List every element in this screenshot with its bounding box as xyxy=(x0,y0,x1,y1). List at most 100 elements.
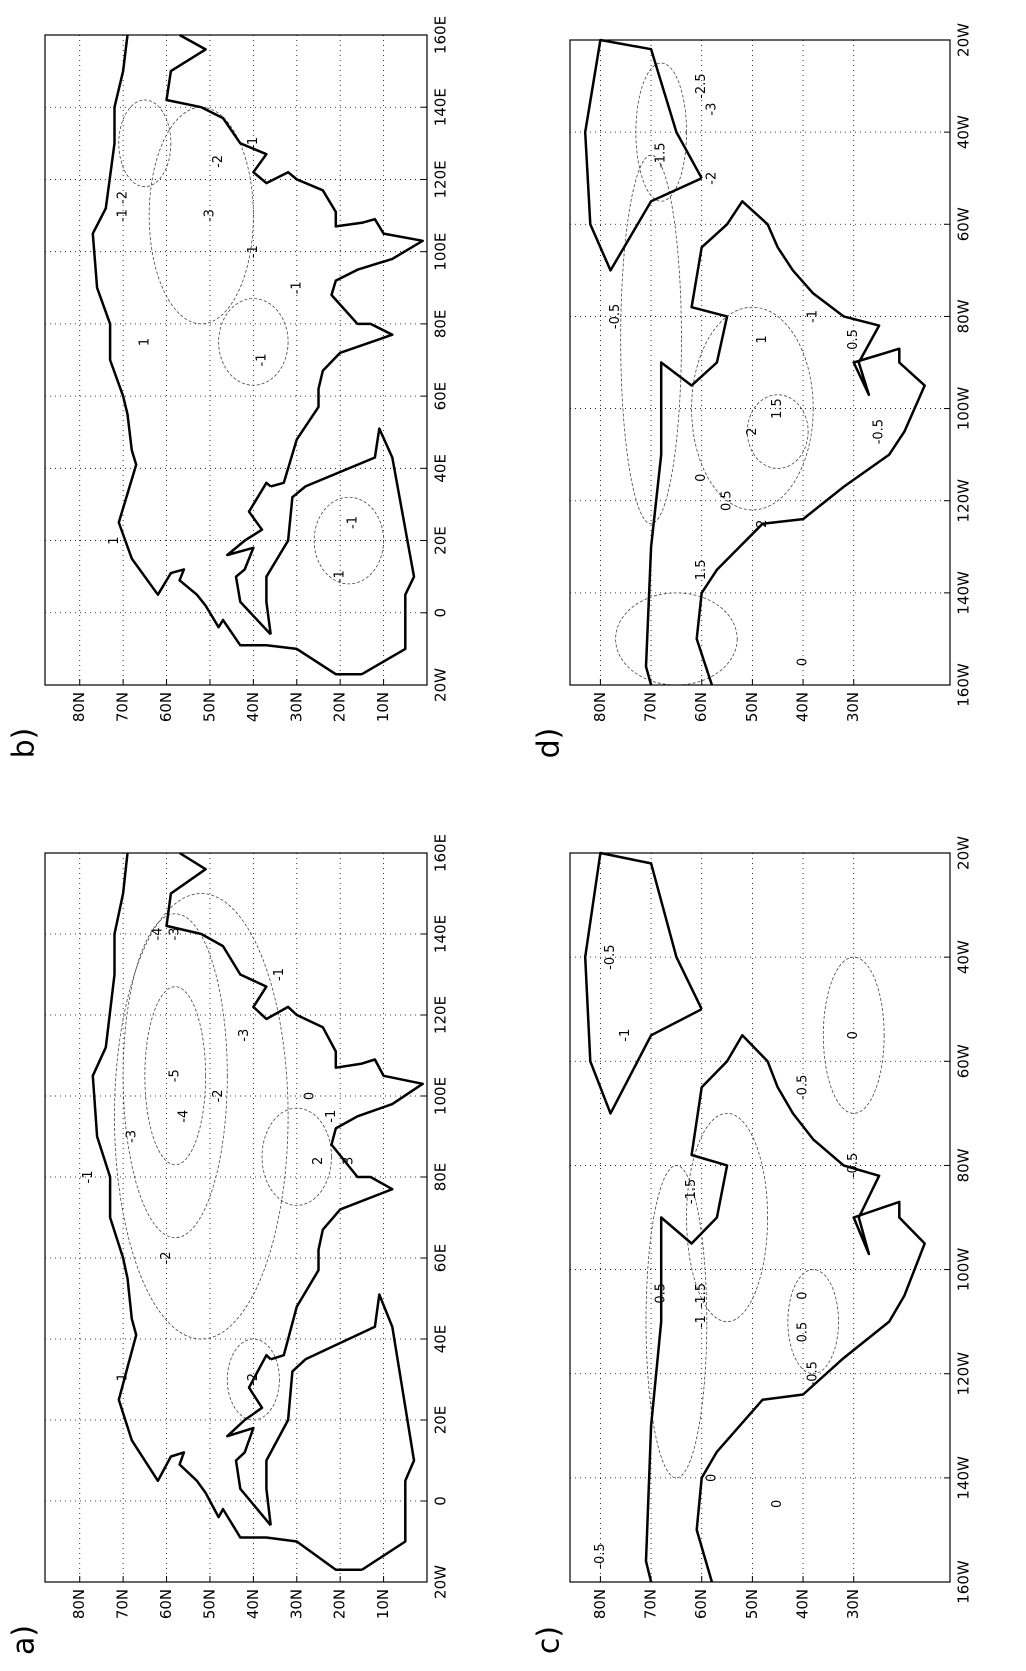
contour-label: -1 xyxy=(272,968,287,981)
contour-line xyxy=(122,913,228,1239)
contour-label: -2 xyxy=(246,1373,261,1386)
contour-label: -3 xyxy=(168,928,183,941)
contour-label: -5 xyxy=(168,1069,183,1082)
coastline xyxy=(644,200,926,686)
contour-label: -1 xyxy=(116,209,131,222)
contour-label: 1 xyxy=(107,536,122,544)
contour-line xyxy=(226,1338,280,1421)
lon-tick-label: 160E xyxy=(432,16,450,54)
lat-tick-label: 70N xyxy=(642,1589,660,1619)
lat-tick-label: 50N xyxy=(200,1589,218,1619)
coastline xyxy=(644,1034,926,1583)
contour-label: 1 xyxy=(137,338,152,346)
contour-label: -3 xyxy=(202,209,217,222)
contour-label: 0 xyxy=(796,1291,811,1299)
contour-label: -0.5 xyxy=(608,304,623,329)
contour-label: -4 xyxy=(176,1110,191,1123)
contour-line xyxy=(645,1165,708,1479)
contour-label: 2 xyxy=(755,520,770,528)
contour-label: 0 xyxy=(302,1092,317,1100)
contour-line xyxy=(218,298,289,386)
map-frame xyxy=(44,852,428,1583)
contour-label: -2.5 xyxy=(694,73,709,98)
panel-label: a) xyxy=(7,1625,42,1655)
coastline xyxy=(226,481,272,636)
lat-tick-label: 50N xyxy=(743,692,761,722)
lat-tick-label: 30N xyxy=(287,692,305,722)
contour-line xyxy=(114,893,289,1340)
contour-label: 2 xyxy=(311,1157,326,1165)
lon-tick-label: 80E xyxy=(432,310,450,339)
contour-label: -1 xyxy=(333,570,348,583)
contour-label: -0.5 xyxy=(603,944,618,969)
contour-label: 0 xyxy=(770,1500,785,1508)
lon-tick-label: 20W xyxy=(432,668,450,702)
contour-label: -1 xyxy=(806,310,821,323)
contour-label: -1 xyxy=(246,137,261,150)
contour-line xyxy=(615,592,738,686)
contour-label: -3 xyxy=(704,103,719,116)
lon-tick-label: 100E xyxy=(432,233,450,271)
lon-tick-label: 40E xyxy=(432,454,450,483)
contour-label: -1 xyxy=(255,354,270,367)
contour-line xyxy=(148,106,254,325)
map-panel: 30N40N50N60N70N80N160W140W120W100W80W60W… xyxy=(532,23,973,759)
contour-label: -0.5 xyxy=(806,1361,821,1386)
coastline xyxy=(91,852,362,1572)
contour-label: 1 xyxy=(755,335,770,343)
lon-tick-label: 40E xyxy=(432,1325,450,1354)
contour-label: -4 xyxy=(150,928,165,941)
coastline xyxy=(583,38,703,272)
map-panel: 10N 20N 30N 40N 50N 60N 70N 80N 20W 0 20E 40E 60E 80E… xyxy=(7,834,450,1655)
lat-tick-label: 40N xyxy=(244,1589,262,1619)
coastline xyxy=(265,1293,416,1571)
contour-label: -0.5 xyxy=(872,419,887,444)
contour-label: -3 xyxy=(124,1130,139,1143)
contour-label: -1 xyxy=(246,245,261,258)
lat-tick-label: 50N xyxy=(743,1589,761,1619)
lon-tick-label: 80E xyxy=(432,1163,450,1192)
lon-tick-label: 40W xyxy=(955,940,973,974)
contour-label: -1.5 xyxy=(694,1283,709,1308)
lon-tick-label: 20E xyxy=(432,1406,450,1435)
contour-line xyxy=(787,1269,839,1375)
coastline xyxy=(165,851,424,1361)
contour-line xyxy=(686,1112,768,1323)
lon-tick-label: 80W xyxy=(955,299,973,333)
lon-tick-label: 0 xyxy=(432,1496,450,1506)
contour-line xyxy=(635,62,687,202)
contour-label: -0.5 xyxy=(796,1075,811,1100)
contour-label: -1 xyxy=(116,1373,131,1386)
lon-tick-label: 120W xyxy=(955,1352,973,1396)
lon-tick-label: 140W xyxy=(955,1456,973,1500)
contour-line xyxy=(118,99,172,188)
lon-tick-label: 120E xyxy=(432,160,450,198)
contour-label: 0 xyxy=(704,1474,719,1482)
coastline xyxy=(583,851,703,1115)
map-frame xyxy=(44,34,428,686)
lon-tick-label: 100W xyxy=(955,1248,973,1292)
lon-tick-label: 120W xyxy=(955,479,973,523)
lat-tick-label: 30N xyxy=(287,1589,305,1619)
contour-label: -1 xyxy=(289,281,304,294)
contour-line xyxy=(691,306,814,511)
lon-tick-label: 140W xyxy=(955,571,973,615)
contour-label: 0 xyxy=(694,474,709,482)
contour-label: -1 xyxy=(81,1171,96,1184)
lat-tick-label: 80N xyxy=(591,1589,609,1619)
contour-line xyxy=(313,496,384,585)
lat-tick-label: 60N xyxy=(157,1589,175,1619)
contour-label: -1.5 xyxy=(654,142,669,167)
lat-tick-label: 10N xyxy=(374,692,392,722)
contour-label: 0.5 xyxy=(720,490,735,511)
lon-tick-label: 20W xyxy=(432,1565,450,1599)
lat-tick-label: 60N xyxy=(692,692,710,722)
lat-tick-label: 20N xyxy=(331,1589,349,1619)
lon-tick-label: 40W xyxy=(955,115,973,149)
lon-tick-label: 140E xyxy=(432,88,450,126)
lat-tick-label: 70N xyxy=(642,692,660,722)
lat-tick-label: 60N xyxy=(692,1589,710,1619)
lon-tick-label: 80W xyxy=(955,1148,973,1182)
contour-label: 0.5 xyxy=(846,329,861,350)
